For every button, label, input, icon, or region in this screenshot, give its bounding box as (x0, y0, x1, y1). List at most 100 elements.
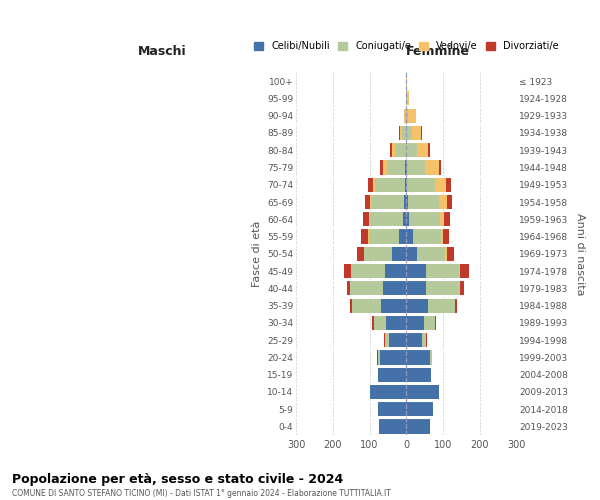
Bar (406, 195, 408, 209)
Bar (400, 126, 402, 140)
Bar (443, 230, 449, 243)
Bar (387, 160, 406, 174)
Bar (460, 282, 464, 296)
Bar (407, 160, 425, 174)
Bar (370, 212, 403, 226)
Bar (406, 212, 409, 226)
Bar (426, 333, 427, 347)
Bar (412, 126, 421, 140)
Bar (404, 108, 405, 122)
Bar (379, 402, 406, 416)
Bar (365, 195, 370, 209)
Bar (369, 212, 370, 226)
Bar (399, 230, 406, 243)
Bar (392, 246, 406, 261)
Bar (446, 178, 451, 192)
Bar (435, 178, 446, 192)
Bar (370, 195, 371, 209)
Bar (406, 264, 427, 278)
Bar (406, 246, 417, 261)
Bar (409, 212, 440, 226)
Bar (408, 108, 416, 122)
Bar (364, 246, 392, 261)
Bar (361, 230, 368, 243)
Bar (447, 246, 454, 261)
Bar (408, 195, 439, 209)
Bar (403, 212, 406, 226)
Bar (435, 316, 436, 330)
Bar (372, 316, 374, 330)
Bar (406, 160, 407, 174)
Bar (439, 160, 442, 174)
Bar (406, 420, 430, 434)
Bar (455, 298, 457, 312)
Bar (440, 212, 444, 226)
Bar (402, 126, 406, 140)
Bar (406, 385, 439, 399)
Bar (373, 178, 375, 192)
Bar (369, 230, 399, 243)
Bar (428, 143, 430, 158)
Legend: Celibi/Nubili, Coniugati/e, Vedovi/e, Divorziati/e: Celibi/Nubili, Coniugati/e, Vedovi/e, Di… (250, 38, 563, 55)
Bar (404, 195, 406, 209)
Bar (439, 195, 446, 209)
Bar (406, 178, 407, 192)
Bar (399, 126, 400, 140)
Bar (460, 264, 469, 278)
Bar (428, 298, 455, 312)
Bar (395, 143, 406, 158)
Bar (406, 126, 412, 140)
Bar (441, 230, 443, 243)
Bar (368, 230, 369, 243)
Text: COMUNE DI SANTO STEFANO TICINO (MI) - Dati ISTAT 1° gennaio 2024 - Elaborazione : COMUNE DI SANTO STEFANO TICINO (MI) - Da… (12, 489, 391, 498)
Bar (351, 264, 385, 278)
Bar (424, 316, 435, 330)
Bar (347, 282, 350, 296)
Bar (445, 246, 447, 261)
Y-axis label: Anni di nascita: Anni di nascita (575, 212, 585, 295)
Bar (406, 108, 408, 122)
Bar (392, 143, 395, 158)
Bar (379, 420, 406, 434)
Bar (405, 178, 406, 192)
Bar (406, 316, 424, 330)
Bar (375, 178, 405, 192)
Bar (422, 333, 426, 347)
Bar (384, 333, 385, 347)
Bar (350, 298, 352, 312)
Bar (383, 282, 406, 296)
Bar (427, 264, 460, 278)
Bar (383, 160, 387, 174)
Bar (386, 316, 406, 330)
Bar (377, 350, 380, 364)
Bar (406, 333, 422, 347)
Bar (417, 246, 445, 261)
Bar (406, 230, 413, 243)
Bar (370, 385, 406, 399)
Bar (407, 92, 409, 106)
Bar (385, 264, 406, 278)
Bar (444, 212, 449, 226)
Bar (352, 298, 381, 312)
Bar (430, 350, 432, 364)
Bar (374, 316, 386, 330)
Bar (379, 368, 406, 382)
Text: Popolazione per età, sesso e stato civile - 2024: Popolazione per età, sesso e stato civil… (12, 472, 343, 486)
Bar (406, 143, 417, 158)
Text: Maschi: Maschi (137, 45, 186, 58)
Bar (421, 126, 422, 140)
Bar (413, 230, 441, 243)
Bar (417, 143, 428, 158)
Bar (344, 264, 351, 278)
Bar (406, 298, 428, 312)
Bar (368, 178, 373, 192)
Bar (381, 298, 406, 312)
Bar (389, 333, 406, 347)
Bar (427, 282, 460, 296)
Text: Femmine: Femmine (406, 45, 470, 58)
Bar (407, 178, 435, 192)
Bar (406, 402, 433, 416)
Bar (385, 333, 389, 347)
Bar (425, 160, 439, 174)
Y-axis label: Fasce di età: Fasce di età (251, 220, 262, 287)
